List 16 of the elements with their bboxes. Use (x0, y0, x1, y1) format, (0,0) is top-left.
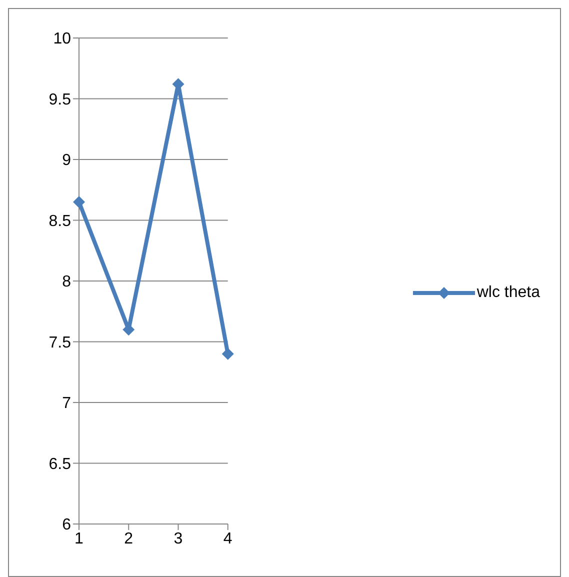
y-tick-label: 7.5 (48, 334, 72, 352)
x-tick-label: 2 (124, 530, 134, 548)
x-tick-label: 1 (74, 530, 84, 548)
y-tick-label: 8 (62, 274, 72, 291)
point (222, 348, 234, 360)
x-tick-label: 3 (174, 530, 183, 548)
y-tick-label: 6.5 (48, 456, 72, 473)
y-tick-label: 8.5 (48, 212, 72, 230)
y-tick-label: 9.5 (48, 91, 72, 108)
y-tick-label: 7 (62, 395, 72, 412)
point (73, 196, 85, 208)
x-tick-label: 4 (223, 530, 232, 548)
y-tick-label: 9 (62, 152, 72, 170)
legend-label: wlc theta (476, 284, 540, 302)
y-tick-label: 10 (53, 30, 72, 48)
y-tick-label: 6 (62, 516, 72, 534)
